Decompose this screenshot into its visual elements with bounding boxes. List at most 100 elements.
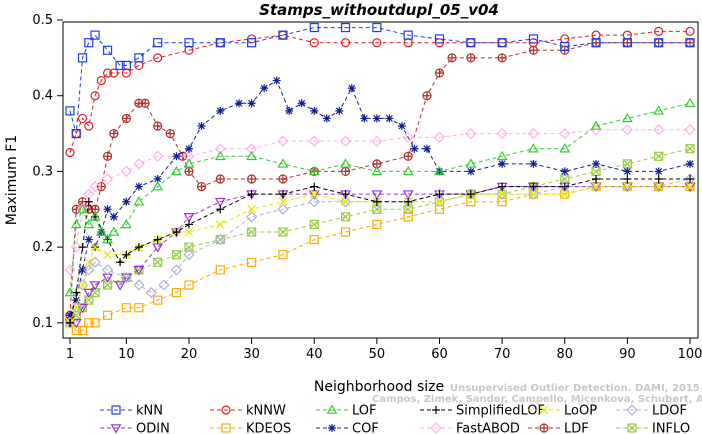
data-point-knn	[560, 41, 570, 52]
data-point-inflo	[309, 219, 319, 230]
legend-item-loop: LoOP	[528, 404, 597, 419]
data-point-loop	[215, 220, 225, 229]
data-point-ldf	[153, 121, 163, 131]
data-point-fastabod	[277, 135, 289, 147]
data-point-fastabod	[496, 127, 508, 140]
data-point-simplifiedlof	[372, 197, 381, 206]
data-point-knnw	[372, 38, 382, 48]
data-point-ldof	[402, 196, 414, 208]
data-point-ldof	[496, 188, 508, 200]
data-point-lof	[171, 165, 182, 176]
data-point-ldf	[278, 174, 288, 184]
series-line-loop	[69, 186, 690, 324]
data-point-knnw	[77, 113, 88, 124]
data-point-cof	[247, 99, 256, 108]
data-point-ldof	[433, 188, 446, 200]
data-point-knnw	[109, 68, 119, 78]
data-point-lof	[340, 158, 351, 168]
series-line-kdeos	[69, 186, 690, 331]
data-point-kdeos	[434, 204, 445, 214]
data-point-knn	[134, 53, 144, 63]
data-point-cof	[109, 212, 118, 221]
legend-marker-inflo	[627, 423, 637, 433]
legend-item-kdeos: KDEOS	[210, 422, 291, 434]
y-axis-label: Maximum F1	[4, 135, 20, 225]
data-point-ldof	[183, 249, 195, 261]
data-point-cof	[360, 114, 369, 123]
data-point-loop	[84, 257, 94, 267]
data-point-knn	[403, 30, 413, 40]
data-point-fastabod	[101, 173, 114, 185]
data-point-lof	[70, 218, 82, 229]
data-point-knnw	[685, 26, 695, 36]
legend-label-kdeos: KDEOS	[246, 422, 291, 434]
data-point-cof	[172, 152, 181, 161]
data-point-inflo	[340, 212, 351, 222]
data-point-knn	[153, 38, 163, 48]
data-point-knn	[528, 34, 539, 44]
data-point-knn	[309, 22, 319, 33]
legend-item-knn: kNN	[100, 404, 163, 419]
data-point-simplifiedlof	[84, 197, 93, 206]
series-lof	[64, 97, 696, 297]
data-point-cof	[153, 175, 162, 183]
legend: kNN kNNW LOF SimplifiedLOF LoOP LDOF ODIN KDEOS…	[100, 404, 690, 434]
data-point-simplifiedlof	[172, 228, 181, 236]
legend-marker-loop	[539, 405, 549, 415]
x-tick-label: 1	[66, 347, 74, 362]
data-point-cof	[592, 159, 601, 168]
data-point-fastabod	[152, 150, 164, 162]
data-point-ldof	[277, 203, 289, 215]
data-point-kdeos	[121, 303, 131, 313]
data-point-kdeos	[278, 250, 288, 260]
data-point-lof	[496, 150, 508, 161]
legend-item-ldf: LDF	[528, 422, 589, 434]
data-point-cof	[372, 114, 381, 123]
data-point-odin	[114, 281, 126, 291]
data-point-fastabod	[621, 124, 634, 136]
data-point-simplifiedlof	[134, 243, 143, 252]
data-point-fastabod	[433, 131, 446, 144]
data-point-odin	[402, 190, 414, 200]
data-point-fastabod	[64, 264, 76, 276]
data-point-loop	[529, 189, 538, 199]
data-point-fastabod	[133, 158, 145, 170]
data-point-simplifiedlof	[686, 175, 694, 183]
data-point-kdeos	[403, 212, 413, 222]
data-point-simplifiedlof	[560, 182, 569, 191]
x-tick-label: 60	[431, 347, 448, 362]
data-point-loop	[247, 204, 257, 214]
x-tick-label: 100	[678, 347, 702, 362]
data-point-simplifiedlof	[153, 235, 162, 244]
x-tick-label: 80	[556, 347, 573, 362]
data-point-knnw	[65, 147, 75, 158]
data-point-odin	[371, 190, 383, 200]
data-point-loop	[497, 189, 507, 199]
legend-label-cof: COF	[352, 422, 379, 434]
data-point-knn	[184, 38, 194, 48]
data-point-ldf	[184, 166, 194, 177]
data-point-cof	[623, 167, 632, 176]
data-point-knnw	[309, 38, 319, 48]
data-point-knn	[497, 38, 507, 48]
legend-label-fastabod: FastABOD	[456, 422, 520, 434]
legend-item-fastabod: FastABOD	[420, 422, 520, 434]
data-point-knn	[278, 30, 288, 40]
data-point-simplifiedlof	[623, 175, 632, 183]
data-point-cof	[560, 167, 569, 176]
data-point-kdeos	[309, 234, 319, 245]
legend-item-lof: LOF	[316, 404, 377, 419]
legend-marker-cof	[328, 424, 336, 432]
data-point-inflo	[278, 227, 288, 237]
data-point-simplifiedlof	[78, 243, 87, 252]
data-point-ldof	[76, 279, 89, 291]
data-point-ldf	[528, 45, 539, 55]
legend-marker-simplifiedlof	[432, 406, 440, 414]
data-point-loop	[435, 197, 444, 207]
data-point-cof	[134, 182, 143, 191]
data-point-odin	[120, 273, 132, 284]
data-point-lof	[102, 233, 114, 244]
data-point-knn	[115, 60, 125, 71]
y-tick-label: 0.3	[32, 164, 53, 179]
data-point-kdeos	[77, 325, 88, 336]
